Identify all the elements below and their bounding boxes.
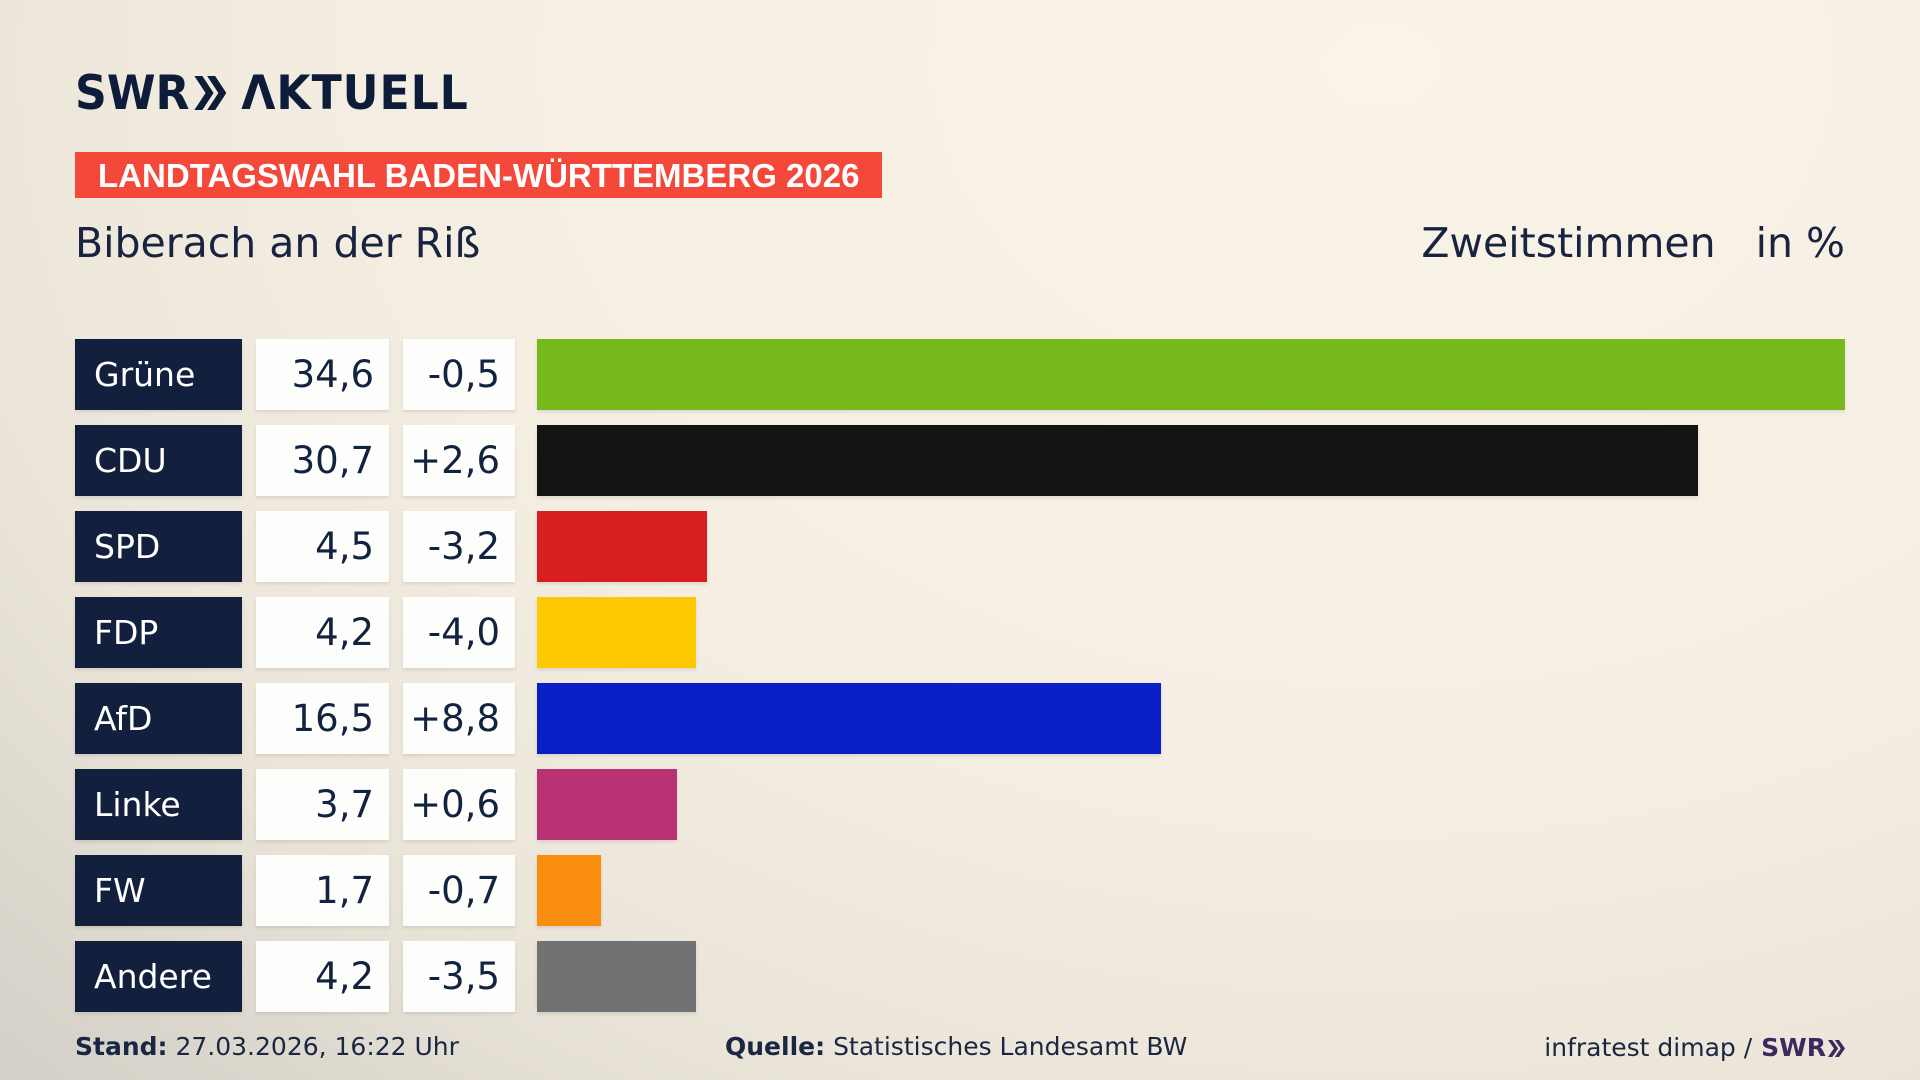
swr-aktuell-logo: SWR ΛKTUELL	[75, 66, 469, 121]
value-cell: 4,5	[256, 511, 389, 582]
change-cell: +0,6	[403, 769, 515, 840]
bar	[537, 597, 696, 668]
unit-label: in %	[1755, 219, 1845, 267]
quelle-value: Statistisches Landesamt BW	[833, 1032, 1188, 1061]
party-label: AfD	[75, 683, 242, 754]
party-label: CDU	[75, 425, 242, 496]
source-note: Quelle: Statistisches Landesamt BW	[725, 1032, 1187, 1061]
vote-type-label: Zweitstimmen	[1421, 219, 1716, 267]
bar-track	[537, 425, 1845, 496]
value-cell: 34,6	[256, 339, 389, 410]
value-cell: 1,7	[256, 855, 389, 926]
chart-rows: Grüne 34,6 -0,5 CDU 30,7 +2,6 SPD 4,5 -3…	[75, 339, 1845, 1012]
credit-swr-text: SWR	[1761, 1033, 1826, 1062]
party-label: FDP	[75, 597, 242, 668]
bar	[537, 425, 1698, 496]
double-chevron-icon	[194, 76, 227, 114]
results-bar-chart: Grüne 34,6 -0,5 CDU 30,7 +2,6 SPD 4,5 -3…	[75, 339, 1845, 1027]
change-cell: +8,8	[403, 683, 515, 754]
value-cell: 3,7	[256, 769, 389, 840]
credit-text: infratest dimap /	[1544, 1033, 1753, 1062]
table-row: FW 1,7 -0,7	[75, 855, 1845, 926]
bar-track	[537, 683, 1845, 754]
election-banner: LANDTAGSWAHL BADEN-WÜRTTEMBERG 2026	[75, 152, 883, 198]
bar-track	[537, 597, 1845, 668]
bar-track	[537, 941, 1845, 1012]
swr-mini-logo: SWR	[1761, 1032, 1845, 1063]
bar-track	[537, 339, 1845, 410]
bar-track	[537, 855, 1845, 926]
change-cell: -3,5	[403, 941, 515, 1012]
chart-titles: Biberach an der Riß Zweitstimmen in %	[75, 219, 1845, 267]
party-label: Grüne	[75, 339, 242, 410]
change-cell: +2,6	[403, 425, 515, 496]
bar	[537, 339, 1845, 410]
bar	[537, 683, 1161, 754]
status-timestamp: Stand: 27.03.2026, 16:22 Uhr	[75, 1032, 459, 1061]
double-chevron-icon	[1828, 1034, 1845, 1063]
logo-aktuell-text: ΛKTUELL	[241, 66, 469, 121]
quelle-label: Quelle:	[725, 1032, 826, 1061]
bar-track	[537, 769, 1845, 840]
table-row: CDU 30,7 +2,6	[75, 425, 1845, 496]
value-cell: 30,7	[256, 425, 389, 496]
table-row: AfD 16,5 +8,8	[75, 683, 1845, 754]
change-cell: -3,2	[403, 511, 515, 582]
table-row: Linke 3,7 +0,6	[75, 769, 1845, 840]
table-row: FDP 4,2 -4,0	[75, 597, 1845, 668]
table-row: Andere 4,2 -3,5	[75, 941, 1845, 1012]
party-label: SPD	[75, 511, 242, 582]
logo-swr-text: SWR	[75, 66, 190, 121]
stand-label: Stand:	[75, 1032, 168, 1061]
bar	[537, 941, 696, 1012]
table-row: Grüne 34,6 -0,5	[75, 339, 1845, 410]
vote-type-heading: Zweitstimmen in %	[1421, 219, 1845, 267]
page-title: Biberach an der Riß	[75, 219, 481, 267]
footer: Stand: 27.03.2026, 16:22 Uhr Quelle: Sta…	[75, 1032, 1845, 1068]
party-label: FW	[75, 855, 242, 926]
table-row: SPD 4,5 -3,2	[75, 511, 1845, 582]
value-cell: 4,2	[256, 941, 389, 1012]
bar	[537, 511, 708, 582]
credit-note: infratest dimap / SWR	[1544, 1032, 1845, 1063]
change-cell: -0,7	[403, 855, 515, 926]
party-label: Linke	[75, 769, 242, 840]
value-cell: 4,2	[256, 597, 389, 668]
change-cell: -4,0	[403, 597, 515, 668]
value-cell: 16,5	[256, 683, 389, 754]
stand-value: 27.03.2026, 16:22 Uhr	[175, 1032, 459, 1061]
change-cell: -0,5	[403, 339, 515, 410]
party-label: Andere	[75, 941, 242, 1012]
bar	[537, 769, 677, 840]
bar	[537, 855, 602, 926]
bar-track	[537, 511, 1845, 582]
